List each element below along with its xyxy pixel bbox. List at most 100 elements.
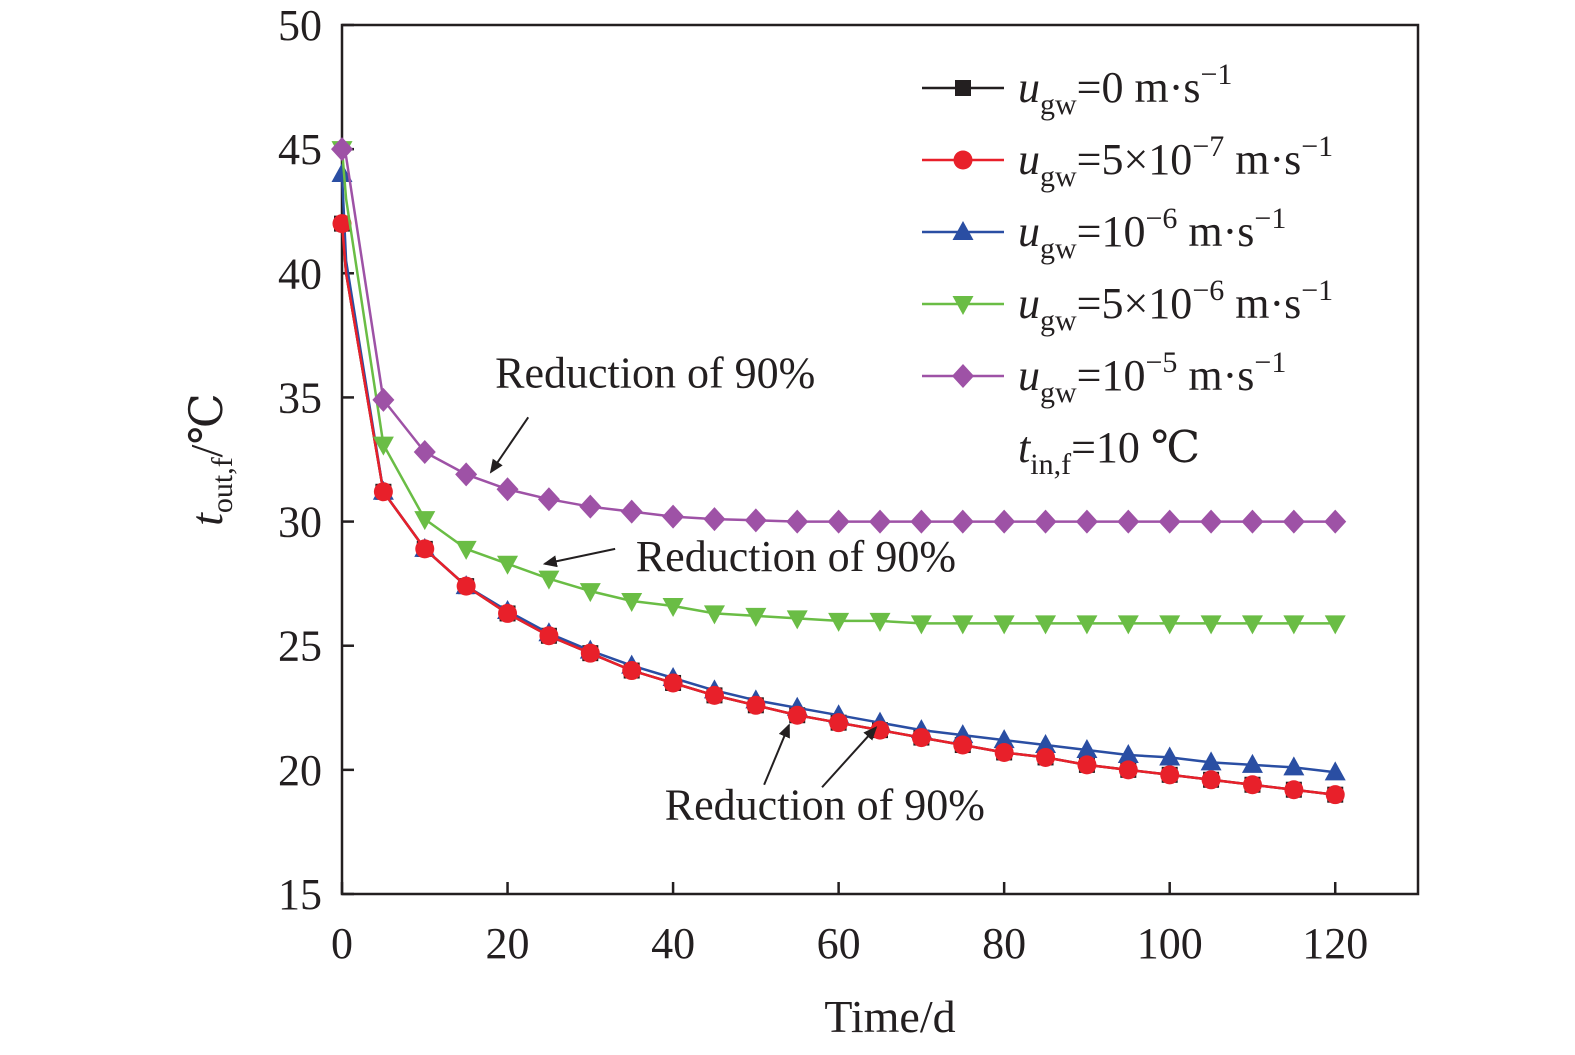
series-3-point: [1324, 761, 1346, 781]
series-3-point: [1200, 751, 1222, 771]
series-4-point: [497, 555, 519, 575]
x-tick-label: 120: [1302, 919, 1368, 968]
annotation-2: Reduction of 90%: [542, 532, 956, 581]
series-4-point: [621, 593, 643, 613]
annotation-4: [821, 726, 878, 788]
series-5-point: [1075, 509, 1098, 534]
annotation-arrow: [542, 547, 616, 568]
series-5-point: [951, 509, 974, 534]
legend-item-5: ugw=10−5 m·s−1: [922, 346, 1286, 409]
series-4-point: [910, 615, 932, 635]
y-tick-label: 40: [278, 249, 322, 298]
y-tick-label: 20: [278, 746, 322, 795]
series-layer: [331, 137, 1347, 805]
series-4-point: [1283, 615, 1305, 635]
annotation-1: Reduction of 90%: [489, 348, 815, 474]
series-3-point: [1076, 738, 1098, 758]
series-4-point: [1076, 615, 1098, 635]
series-2-point: [415, 539, 435, 559]
axes: 0 20 40 60 80 100 120 15 20 25 30 35 40 45 50 Time/d tou…: [181, 1, 1420, 1042]
series-5-point: [1241, 509, 1264, 534]
legend-label: ugw=10−6 m·s−1: [1018, 202, 1286, 265]
series-4-point: [1035, 615, 1057, 635]
x-axis-title: Time/d: [824, 991, 955, 1042]
series-4-line: [340, 148, 1336, 625]
legend-swatch-marker: [952, 296, 974, 315]
series-5-point: [496, 477, 519, 502]
series-3-line: [340, 173, 1336, 774]
series-2-point: [953, 735, 973, 755]
y-tick-label: 25: [278, 622, 322, 671]
series-5-point: [1117, 509, 1140, 534]
legend-swatch-marker: [952, 221, 974, 240]
annotation-layer: Reduction of 90% Reduction of 90% Reductio…: [489, 348, 985, 830]
legend-label: ugw=5×10−6 m·s−1: [1018, 274, 1333, 337]
series-2-point: [1077, 755, 1097, 775]
series-5-point: [331, 137, 353, 162]
plot-frame: [340, 23, 1420, 896]
annotation-label: Reduction of 90%: [636, 532, 956, 581]
annotation-arrow: [821, 726, 878, 788]
legend-item-2: ugw=5×10−7 m·s−1: [922, 130, 1333, 193]
series-4: [331, 141, 1346, 635]
series-2-point: [1242, 775, 1262, 795]
legend-item-1: ugw=0 m·s−1: [922, 58, 1232, 121]
series-2-point: [1118, 760, 1138, 780]
series-5-point: [1158, 509, 1181, 534]
legend-label: ugw=0 m·s−1: [1018, 58, 1232, 121]
series-3-point: [1159, 746, 1181, 766]
series-5-point: [620, 499, 643, 524]
annotation-arrow: [489, 416, 530, 474]
annotation-label: Reduction of 90%: [495, 348, 815, 397]
annotation-3: Reduction of 90%: [665, 723, 985, 830]
series-2: [332, 214, 1345, 805]
series-5-point: [703, 507, 726, 532]
series-2-point: [332, 214, 352, 234]
legend: ugw=0 m·s−1 ugw=5×10−7 m·s−1 ugw=10−6 m·s−…: [922, 58, 1333, 481]
series-2-point: [498, 603, 518, 623]
series-5-point: [372, 387, 395, 412]
x-tick-label: 80: [982, 919, 1026, 968]
y-axis-title: tout,f/℃: [181, 393, 239, 526]
series-5-point: [910, 509, 933, 534]
annotation-label: Reduction of 90%: [665, 781, 985, 830]
series-4-point: [952, 615, 974, 635]
series-2-point: [829, 713, 849, 733]
legend-label: ugw=5×10−7 m·s−1: [1018, 130, 1333, 193]
series-4-point: [579, 583, 601, 603]
series-3-point: [993, 729, 1015, 749]
series-4-point: [828, 612, 850, 632]
series-4-point: [538, 570, 560, 590]
series-2-point: [746, 695, 766, 715]
annotation-arrow: [763, 723, 790, 786]
legend-item-4: ugw=5×10−6 m·s−1: [922, 274, 1333, 337]
series-4-point: [703, 605, 725, 625]
x-tick-label: 40: [651, 919, 695, 968]
series-4-point: [786, 610, 808, 630]
series-4-point: [1200, 615, 1222, 635]
series-3-point: [1283, 756, 1305, 776]
series-2-point: [1201, 770, 1221, 790]
series-5-point: [662, 504, 685, 529]
series-2-point: [704, 685, 724, 705]
legend-swatch-marker: [953, 150, 973, 170]
series-4-point: [455, 540, 477, 560]
legend-label: ugw=10−5 m·s−1: [1018, 346, 1286, 409]
series-4-point: [372, 436, 394, 456]
x-tick-label: 0: [331, 919, 353, 968]
legend-swatch-marker: [952, 364, 974, 388]
series-3-point: [1117, 743, 1139, 763]
legend-item-3: ugw=10−6 m·s−1: [922, 202, 1286, 265]
y-tick-label: 50: [278, 1, 322, 50]
series-5-point: [1324, 509, 1347, 534]
series-4-point: [745, 607, 767, 627]
series-5-point: [1200, 509, 1223, 534]
series-5-point: [786, 509, 809, 534]
series-4-point: [662, 597, 684, 617]
x-tick-label: 60: [817, 919, 861, 968]
x-tick-label: 20: [486, 919, 530, 968]
series-4-point: [1117, 615, 1139, 635]
series-5-point: [537, 487, 560, 512]
series-4-point: [1324, 615, 1346, 635]
x-tick-label: 100: [1137, 919, 1203, 968]
